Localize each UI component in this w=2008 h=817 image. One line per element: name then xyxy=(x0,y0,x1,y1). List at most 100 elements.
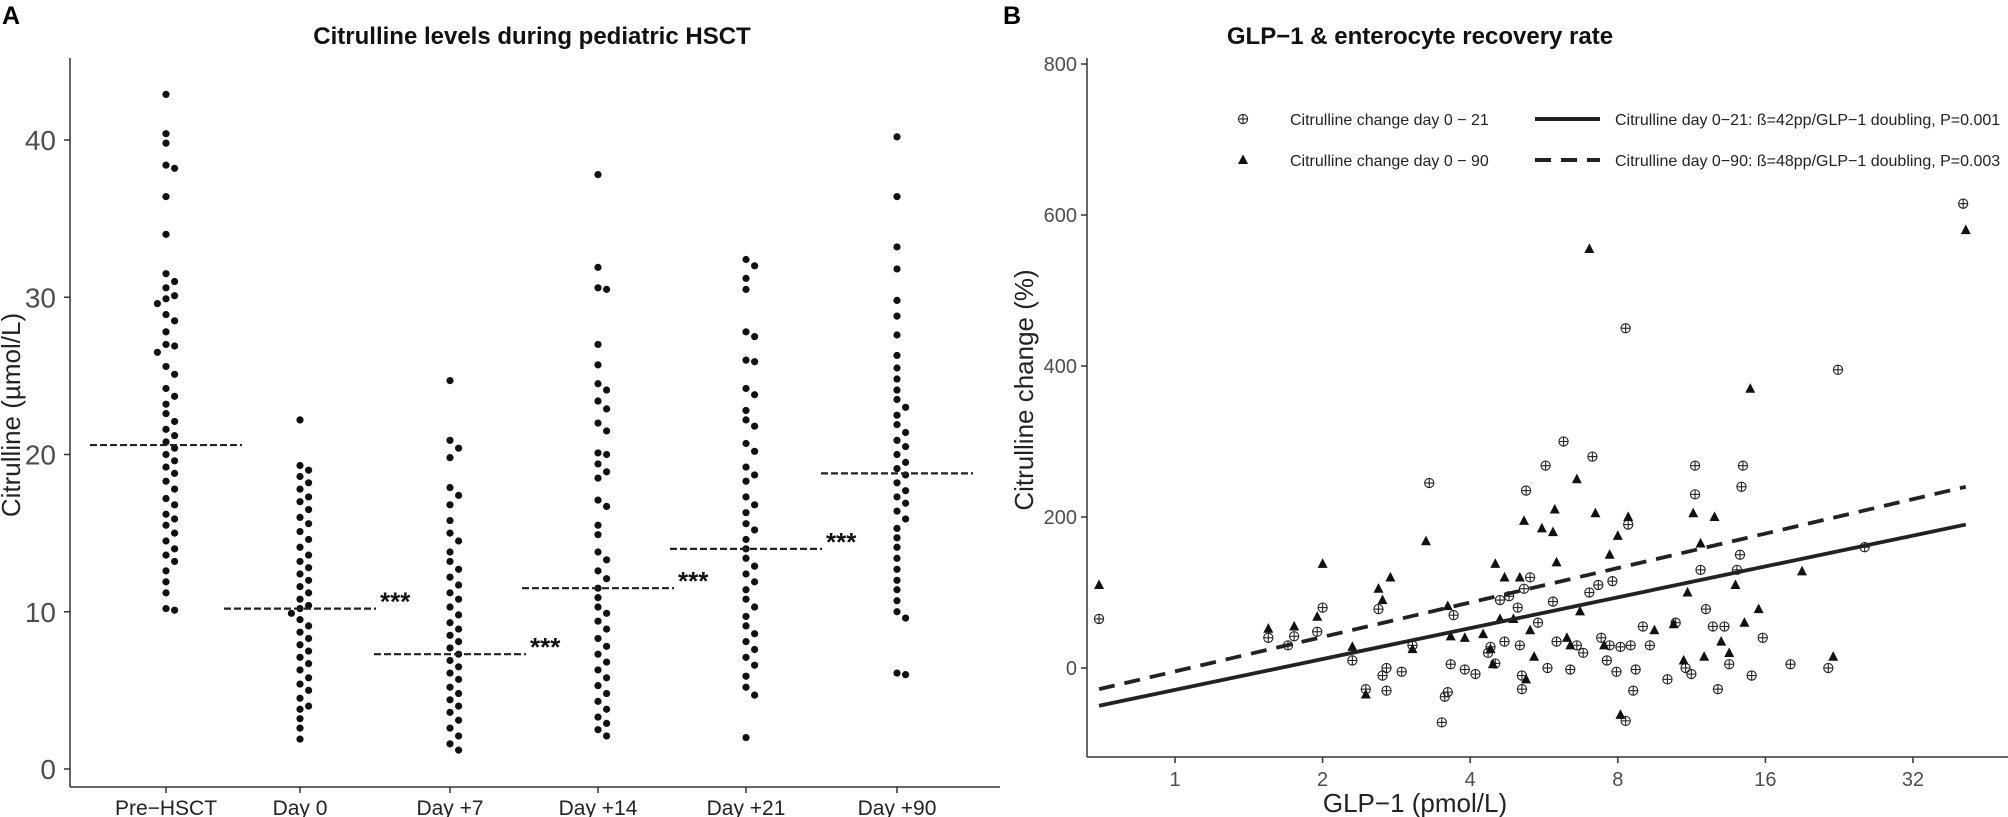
fit-line-day0-90 xyxy=(1098,484,1967,691)
data-dot xyxy=(742,439,750,448)
circle-plus-point xyxy=(1542,662,1553,674)
triangle-point xyxy=(1709,511,1720,522)
circle-plus-point xyxy=(1611,666,1622,677)
circle-plus-point xyxy=(1424,477,1435,489)
data-dot xyxy=(446,619,454,627)
data-dot xyxy=(893,524,901,533)
data-dot xyxy=(742,554,750,562)
data-dot xyxy=(902,671,910,679)
data-dot xyxy=(893,312,901,320)
data-dot xyxy=(446,656,454,665)
data-dot xyxy=(296,724,304,732)
circle-plus-point xyxy=(1625,640,1636,651)
data-dot xyxy=(305,520,313,528)
triangle-point xyxy=(1796,565,1807,576)
data-dot xyxy=(742,356,750,364)
data-dot xyxy=(742,463,750,471)
data-dot xyxy=(594,713,602,721)
triangle-point xyxy=(1612,530,1623,540)
data-dot xyxy=(455,581,463,589)
data-dot xyxy=(603,405,611,413)
x-tick-label: 8 xyxy=(1612,769,1623,791)
data-dot xyxy=(171,469,179,477)
data-dot xyxy=(603,556,611,564)
data-dot xyxy=(742,255,750,264)
data-dot xyxy=(296,582,304,591)
data-dot xyxy=(455,638,463,646)
data-dot xyxy=(455,663,463,671)
data-dot xyxy=(603,468,611,476)
data-dot xyxy=(902,487,910,495)
triangle-point xyxy=(1730,579,1741,589)
data-dot xyxy=(162,139,170,147)
significance-stars: *** xyxy=(530,632,561,662)
data-dot xyxy=(742,328,750,336)
data-dot xyxy=(603,609,611,617)
data-dot xyxy=(305,589,313,597)
triangle-point xyxy=(1724,647,1735,657)
data-dot xyxy=(594,634,602,643)
data-dot xyxy=(296,705,304,713)
data-dot xyxy=(446,376,454,385)
triangle-point xyxy=(1514,571,1525,582)
circle-plus-point xyxy=(1823,662,1834,674)
triangle-point xyxy=(1745,383,1756,393)
triangle-point xyxy=(1623,511,1634,522)
circle-plus-point xyxy=(1785,659,1796,670)
data-dot xyxy=(162,270,170,278)
triangle-point xyxy=(1312,611,1323,621)
data-dot xyxy=(171,392,179,400)
circle-plus-point xyxy=(1689,489,1701,500)
data-dot xyxy=(742,672,750,680)
circle-plus-point xyxy=(1445,659,1456,670)
circle-plus-point xyxy=(1623,519,1634,530)
triangle-point xyxy=(1668,618,1679,629)
circle-plus-point xyxy=(1317,602,1328,613)
data-dot xyxy=(162,310,170,319)
data-dot xyxy=(296,666,304,674)
legend-label-series-1: Citrulline change day 0 − 21 xyxy=(1290,112,1489,129)
data-dot xyxy=(305,647,313,655)
y-tick-label: 20 xyxy=(25,440,56,471)
data-dot xyxy=(742,622,750,630)
x-tick-label: Day +7 xyxy=(416,797,483,817)
data-dot xyxy=(171,370,179,378)
data-dot xyxy=(902,515,910,523)
data-dot xyxy=(893,608,901,616)
legend-label-fit-2: Citrulline day 0−90: ß=48pp/GLP−1 doubli… xyxy=(1615,153,2000,170)
data-dot xyxy=(893,450,901,459)
data-dot xyxy=(455,491,463,499)
legend-item-series-2: Citrulline change day 0 − 90 xyxy=(1238,153,1489,170)
data-dot xyxy=(893,534,901,542)
circle-plus-point xyxy=(1644,640,1656,651)
data-dot xyxy=(594,650,602,658)
circle-plus-point xyxy=(1724,659,1735,670)
triangle-point xyxy=(1377,594,1388,605)
circle-plus-point xyxy=(1712,683,1724,695)
data-dot xyxy=(446,529,454,537)
data-dot xyxy=(162,400,170,408)
data-dot xyxy=(446,548,454,556)
data-dot xyxy=(742,416,750,424)
triangle-point xyxy=(1420,535,1431,546)
y-tick-label: 400 xyxy=(1044,356,1077,378)
y-tick-label: 800 xyxy=(1044,54,1077,76)
data-dot xyxy=(893,133,901,141)
triangle-point xyxy=(1407,643,1418,654)
triangle-point xyxy=(1289,620,1300,631)
legend-circle-plus-marker xyxy=(1237,113,1249,125)
data-dot xyxy=(893,395,901,404)
data-dot xyxy=(893,386,901,394)
panel-a-y-ticks: 0 10 20 30 40 xyxy=(25,125,70,785)
data-dot xyxy=(893,479,901,487)
circle-plus-point xyxy=(1700,603,1712,615)
data-dot xyxy=(455,611,463,619)
circle-plus-point xyxy=(1958,198,1969,209)
data-dot xyxy=(171,485,179,493)
panel-b-y-ticks: 0 200 400 600 800 xyxy=(1044,54,1087,680)
y-tick-label: 200 xyxy=(1044,507,1077,529)
data-dot xyxy=(162,130,170,138)
x-tick-label: 2 xyxy=(1317,769,1328,791)
data-dot xyxy=(751,447,759,455)
data-dot xyxy=(603,658,611,666)
